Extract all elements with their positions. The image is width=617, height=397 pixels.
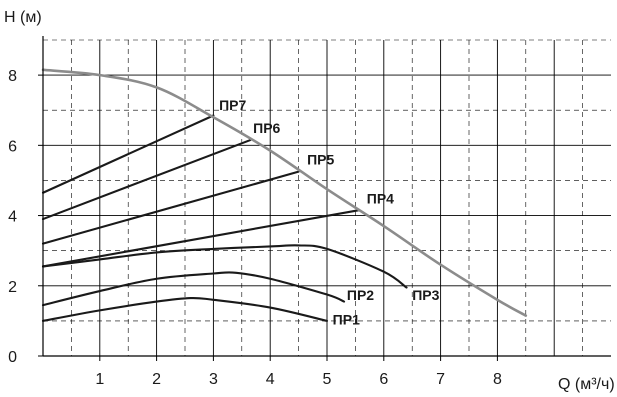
series-line-ПР6 — [41, 139, 252, 221]
series-label-ПР6: ПР6 — [253, 120, 280, 136]
y-axis-title: H (м) — [4, 9, 42, 26]
axes: 1 2 3 4 5 6 7 8 0 2 4 6 8 — [8, 36, 611, 388]
y-tick-label: 4 — [8, 209, 17, 226]
y-tick-label: 0 — [8, 349, 17, 366]
y-tick-label: 2 — [8, 279, 17, 296]
grid — [43, 39, 611, 356]
x-tick-label: 6 — [379, 371, 388, 388]
y-tick-label: 8 — [8, 68, 17, 85]
series-line-ПР5 — [41, 170, 300, 245]
series-line-ПР2 — [41, 271, 346, 307]
series-label-ПР3: ПР3 — [412, 287, 439, 303]
series-label-ПР7: ПР7 — [219, 97, 246, 113]
x-tick-label: 7 — [436, 371, 445, 388]
labels: ПР1 ПР2 ПР3 ПР4 ПР5 ПР6 ПР7 — [219, 97, 440, 327]
x-tick-label: 5 — [323, 371, 332, 388]
x-tick-label: 4 — [266, 371, 275, 388]
series-line-ПР7 — [41, 114, 215, 194]
series-label-ПР5: ПР5 — [307, 152, 334, 168]
x-tick-label: 1 — [95, 371, 104, 388]
series-label-ПР4: ПР4 — [367, 190, 394, 206]
series-line-ПР4 — [41, 209, 360, 268]
series-label-ПР2: ПР2 — [347, 287, 374, 303]
series-label-ПР1: ПР1 — [333, 311, 360, 327]
y-tick-label: 6 — [8, 138, 17, 155]
x-tick-label: 8 — [493, 371, 502, 388]
x-tick-label: 3 — [209, 371, 218, 388]
x-tick-label: 2 — [152, 371, 161, 388]
series-line-ПР1 — [41, 296, 329, 322]
x-axis-title: Q (м³/ч) — [558, 376, 615, 393]
series-line-ПР3 — [41, 244, 408, 289]
limit-curve-line — [41, 68, 528, 317]
curves — [41, 68, 528, 322]
